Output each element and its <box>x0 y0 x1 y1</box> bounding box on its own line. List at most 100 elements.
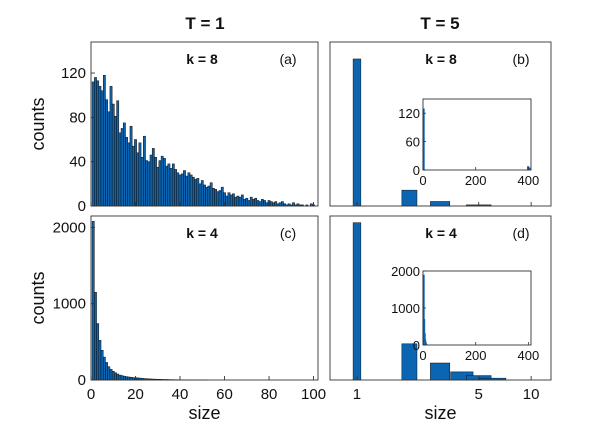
bar-a-69 <box>243 199 245 206</box>
k-annotation-d: k = 4 <box>425 225 457 241</box>
bar-a-15 <box>123 123 125 206</box>
inset-background-d <box>423 271 531 345</box>
bar-a-42 <box>183 171 185 206</box>
bar-a-76 <box>259 202 261 206</box>
bar-a-7 <box>105 100 107 206</box>
bar-c-5 <box>101 350 103 380</box>
bar-a-14 <box>121 128 123 206</box>
panel-label-a: (a) <box>279 51 296 67</box>
bar-a-41 <box>181 174 183 206</box>
figure: 04080120k = 8 (a)T = 1counts0601200 200 400… <box>0 0 602 431</box>
bar-a-37 <box>172 164 174 206</box>
bar-a-45 <box>190 175 192 206</box>
bar-c-11 <box>114 373 116 380</box>
bar-a-75 <box>257 200 259 206</box>
bar-a-73 <box>252 199 254 206</box>
xlabel-d: size <box>424 403 456 423</box>
bar-c-12 <box>117 374 119 380</box>
bar-c-10 <box>112 371 114 380</box>
bar-c-4 <box>99 340 101 380</box>
panel-label-b: (b) <box>512 51 529 67</box>
bar-a-1 <box>92 82 94 206</box>
bar-a-16 <box>125 137 127 206</box>
bar-a-57 <box>217 192 219 206</box>
bar-a-8 <box>108 112 110 206</box>
bar-a-48 <box>197 178 199 206</box>
bar-a-77 <box>261 199 263 206</box>
bar-a-49 <box>199 184 201 206</box>
k-annotation-a: k = 8 <box>186 51 218 67</box>
bar-a-61 <box>226 196 228 206</box>
bar-a-24 <box>143 136 145 206</box>
bar-a-28 <box>152 148 154 206</box>
inset-xtick-label-b: 400 <box>518 173 540 188</box>
inset-ytick-label-d: 1000 <box>391 301 420 316</box>
bar-a-46 <box>192 177 194 206</box>
inset-xtick-label-d: 0 <box>419 348 426 363</box>
panel-label-d: (d) <box>512 225 529 241</box>
bar-a-50 <box>201 181 203 206</box>
ylabel-a: counts <box>28 97 48 150</box>
inset-xtick-label-d: 200 <box>465 348 487 363</box>
bar-c-1 <box>92 221 94 380</box>
xtick-label-c: 0 <box>87 386 95 403</box>
bar-a-33 <box>163 158 165 206</box>
bar-a-85 <box>279 203 281 206</box>
inset-ytick-label-b: 60 <box>406 135 420 150</box>
bar-a-23 <box>141 157 143 206</box>
bar-a-39 <box>177 173 179 206</box>
column-title-b: T = 5 <box>420 14 459 33</box>
inset-xtick-label-b: 200 <box>465 173 487 188</box>
bar-a-64 <box>232 194 234 206</box>
bar-b-1 <box>353 59 361 206</box>
bar-a-3 <box>97 81 99 206</box>
ylabel-c: counts <box>28 271 48 324</box>
bar-a-52 <box>206 187 208 206</box>
bar-b-3 <box>430 201 449 206</box>
bar-a-47 <box>194 179 196 206</box>
bar-a-65 <box>235 197 237 206</box>
bar-a-53 <box>208 186 210 206</box>
ytick-label-a: 80 <box>69 109 86 126</box>
bar-a-2 <box>94 77 96 206</box>
bar-a-74 <box>255 198 257 206</box>
xtick-label-c: 20 <box>127 386 144 403</box>
inset-ytick-label-b: 120 <box>398 106 420 121</box>
bar-a-63 <box>230 195 232 206</box>
bar-b-2 <box>402 190 417 206</box>
bar-a-55 <box>212 188 214 206</box>
bar-a-5 <box>101 91 103 206</box>
ytick-label-a: 120 <box>61 65 86 82</box>
bar-a-10 <box>112 104 114 206</box>
bar-a-71 <box>248 200 250 206</box>
k-annotation-b: k = 8 <box>425 51 457 67</box>
inset-background-b <box>423 99 531 170</box>
bar-a-30 <box>157 167 159 206</box>
bar-a-40 <box>179 175 181 206</box>
bar-a-26 <box>148 162 150 206</box>
bar-a-43 <box>186 176 188 206</box>
bar-a-78 <box>263 200 265 206</box>
bar-d-1 <box>353 223 361 380</box>
bar-a-86 <box>281 202 283 206</box>
xtick-label-d: 5 <box>475 386 483 403</box>
k-annotation-c: k = 4 <box>186 225 218 241</box>
xtick-label-c: 100 <box>301 386 326 403</box>
bar-a-6 <box>103 75 105 206</box>
bar-a-79 <box>266 203 268 206</box>
bar-a-12 <box>117 101 119 206</box>
bar-a-13 <box>119 133 121 206</box>
bar-a-22 <box>139 143 141 206</box>
bar-a-20 <box>134 140 136 206</box>
bar-a-35 <box>168 164 170 206</box>
inset-xtick-label-b: 0 <box>419 173 426 188</box>
bar-a-81 <box>270 202 272 206</box>
bar-a-83 <box>275 202 277 206</box>
bar-a-58 <box>219 190 221 206</box>
bar-a-67 <box>239 197 241 206</box>
xtick-label-c: 60 <box>216 386 233 403</box>
bar-a-21 <box>137 153 139 206</box>
ytick-label-c: 2000 <box>53 219 86 236</box>
bar-c-16 <box>125 377 127 380</box>
bar-c-15 <box>123 376 125 380</box>
